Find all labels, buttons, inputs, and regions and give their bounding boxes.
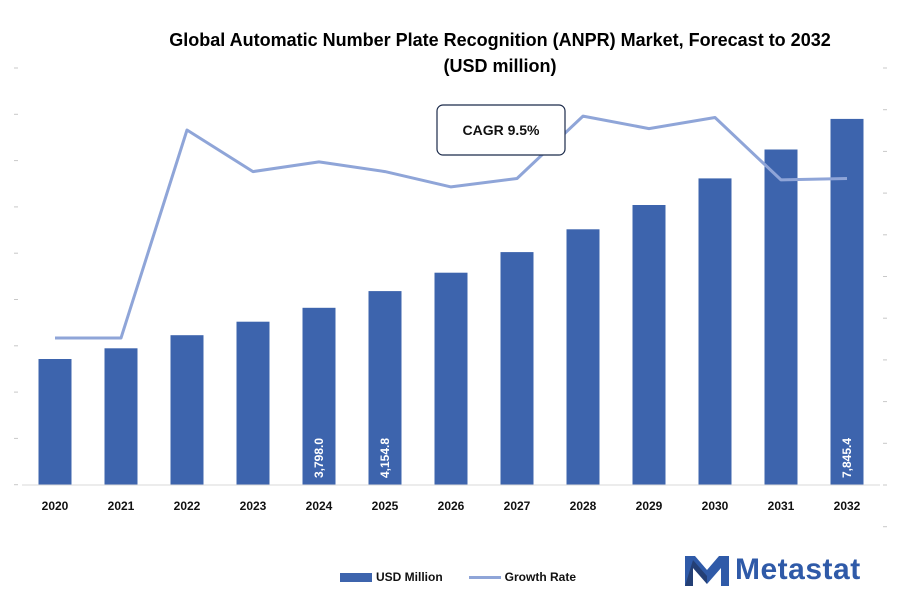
right-axis-ticks bbox=[883, 67, 887, 528]
x-tick-label-2028: 2028 bbox=[570, 499, 597, 513]
bar-2024 bbox=[302, 307, 336, 485]
bar-2028 bbox=[566, 229, 600, 485]
x-tick-label-2031: 2031 bbox=[768, 499, 795, 513]
x-axis-labels: 2020 2021 2022 2023 2024 2025 2026 2027 2028 2029… bbox=[42, 499, 861, 513]
bar-2026 bbox=[434, 272, 468, 485]
cagr-callout: CAGR 9.5% bbox=[436, 104, 566, 156]
legend-swatch-line bbox=[468, 575, 501, 579]
bar-2023 bbox=[236, 321, 270, 485]
chart-legend: USD Million Growth Rate bbox=[340, 570, 602, 584]
x-tick-label-2025: 2025 bbox=[372, 499, 399, 513]
bar-2030 bbox=[698, 178, 732, 485]
bar-2020 bbox=[38, 359, 72, 485]
x-tick-label-2021: 2021 bbox=[108, 499, 135, 513]
chart-title: Global Automatic Number Plate Recognitio… bbox=[169, 30, 831, 76]
legend-item-growth-rate: Growth Rate bbox=[468, 570, 577, 584]
x-tick-label-2020: 2020 bbox=[42, 499, 69, 513]
bar-2022 bbox=[170, 335, 204, 485]
legend-label-growth-rate: Growth Rate bbox=[504, 570, 577, 584]
legend-swatch-bar bbox=[340, 572, 372, 582]
x-tick-label-2032: 2032 bbox=[834, 499, 861, 513]
metastat-logo-text: Metastat bbox=[735, 553, 861, 586]
x-tick-label-2023: 2023 bbox=[240, 499, 267, 513]
bar-2021 bbox=[104, 348, 138, 485]
x-tick-label-2027: 2027 bbox=[504, 499, 531, 513]
cagr-box bbox=[436, 104, 566, 156]
cagr-label: CAGR 9.5% bbox=[462, 122, 540, 138]
left-axis-ticks bbox=[14, 67, 18, 486]
bar-2029 bbox=[632, 205, 666, 485]
x-tick-label-2026: 2026 bbox=[438, 499, 465, 513]
legend-item-usd-million: USD Million bbox=[340, 570, 443, 584]
growth-rate-line bbox=[55, 114, 848, 340]
metastat-logo-icon bbox=[685, 556, 729, 586]
bar-2031 bbox=[764, 149, 798, 485]
bar-2025 bbox=[368, 291, 402, 485]
x-tick-label-2029: 2029 bbox=[636, 499, 663, 513]
bar-2032 bbox=[830, 118, 864, 486]
data-label-2025: 4,154.8 bbox=[378, 438, 392, 478]
bar-2027 bbox=[500, 252, 534, 485]
bar-series bbox=[38, 118, 864, 486]
x-tick-label-2024: 2024 bbox=[306, 499, 333, 513]
data-label-2032: 7,845.4 bbox=[840, 438, 854, 478]
legend-label-usd-million: USD Million bbox=[376, 570, 443, 584]
x-tick-label-2022: 2022 bbox=[174, 499, 201, 513]
data-label-2024: 3,798.0 bbox=[312, 438, 326, 478]
x-tick-label-2030: 2030 bbox=[702, 499, 729, 513]
bar-data-labels: 3,798.0 4,154.8 7,845.4 bbox=[312, 438, 854, 478]
metastat-logo: Metastat bbox=[683, 552, 861, 588]
